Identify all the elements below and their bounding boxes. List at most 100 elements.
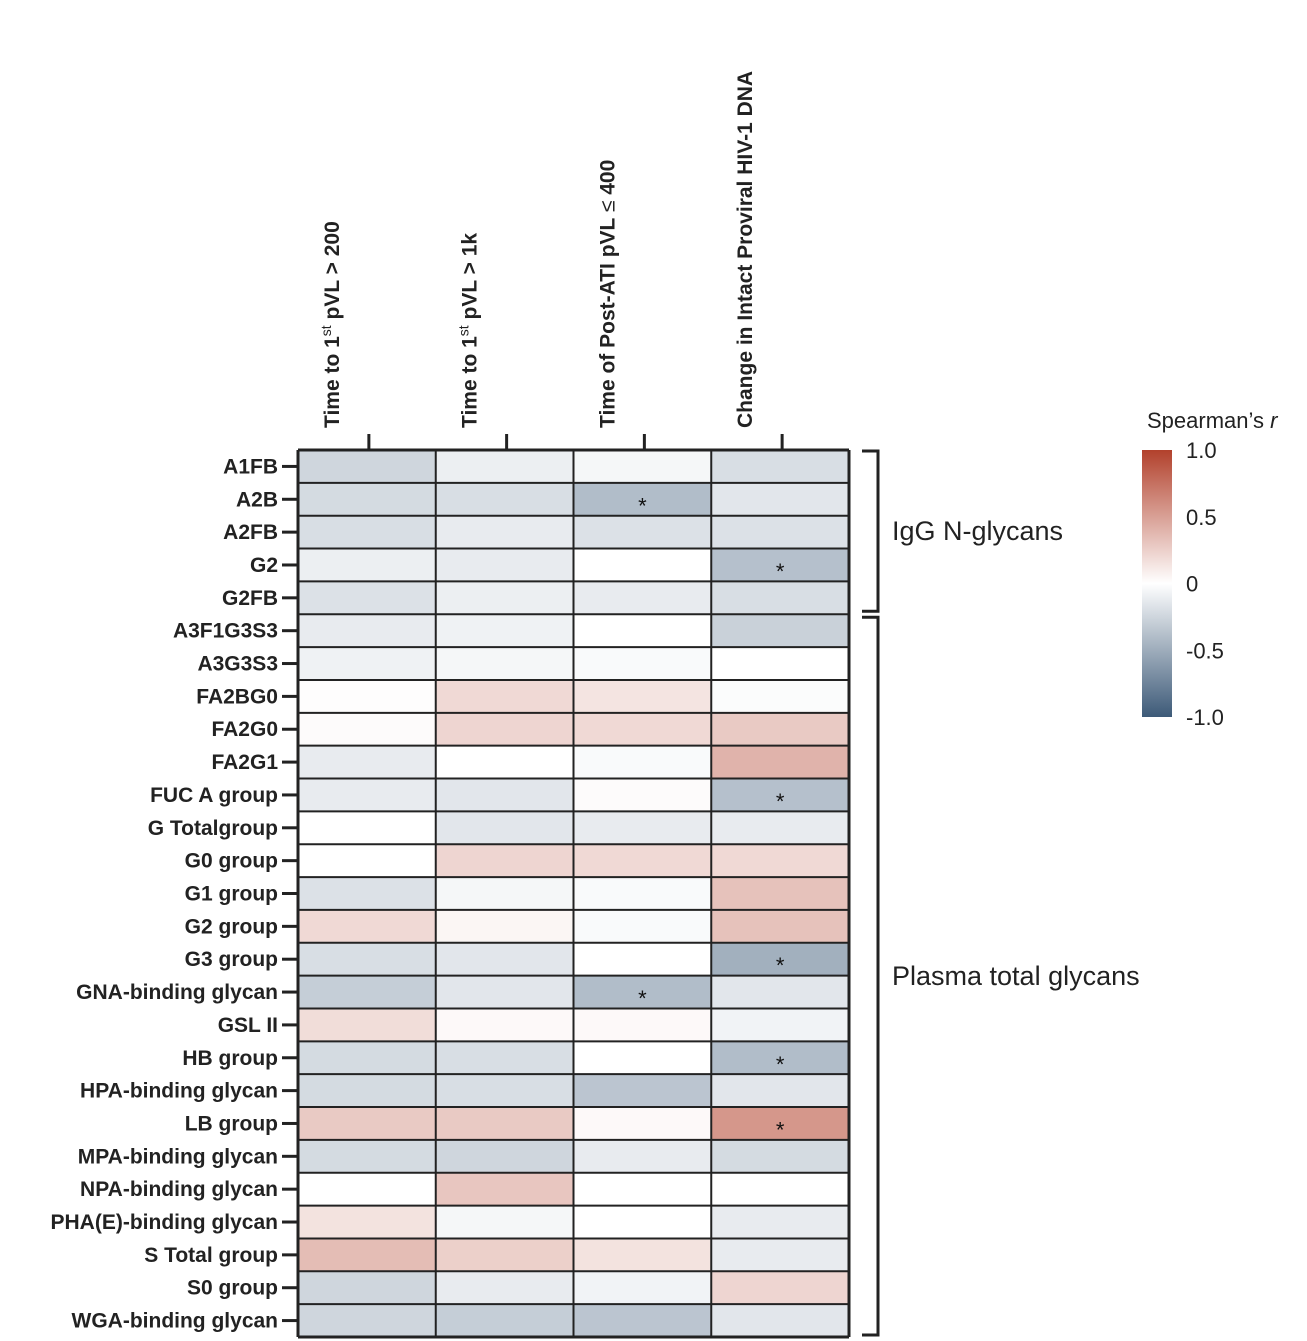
row-label: GSL II (218, 1014, 278, 1037)
heatmap-cell (298, 1139, 436, 1173)
color-legend: Spearman’s r 1.0 0.5 0 -0.5 -1.0 (1142, 408, 1279, 730)
row-label: WGA-binding glycan (72, 1310, 278, 1333)
significance-star: * (776, 789, 785, 814)
heatmap-cell (573, 844, 712, 878)
heatmap-cell (711, 515, 849, 549)
heatmap-cell (573, 548, 712, 582)
row-label: LB group (185, 1112, 278, 1135)
heatmap-cell (573, 581, 712, 615)
heatmap-cell (711, 712, 849, 746)
heatmap-cell (298, 515, 436, 549)
heatmap-cell (298, 1041, 436, 1075)
heatmap-cell (573, 1107, 712, 1140)
row-label: G Totalgroup (148, 817, 278, 840)
significance-star: * (776, 1117, 785, 1142)
row-label: FUC A group (150, 784, 278, 807)
heatmap-cell (711, 482, 849, 516)
legend-tick-label: -1.0 (1186, 705, 1224, 730)
row-label: PHA(E)-binding glycan (51, 1211, 279, 1234)
heatmap-cell (435, 844, 574, 878)
heatmap-cell (298, 712, 436, 746)
heatmap-cell (573, 712, 712, 746)
heatmap-cell (711, 1205, 849, 1239)
heatmap-cell (298, 1074, 436, 1108)
heatmap-cell (435, 450, 574, 483)
heatmap-cell (711, 1041, 849, 1075)
row-label: G2 (250, 554, 278, 577)
row-label: G2FB (222, 587, 278, 610)
heatmap-cell (298, 909, 436, 943)
heatmap-cell (435, 482, 574, 516)
row-label: HPA-binding glycan (80, 1080, 278, 1103)
heatmap-cell (435, 679, 574, 713)
legend-tick-label: 1.0 (1186, 438, 1217, 463)
heatmap-cell (435, 1074, 574, 1108)
significance-star: * (638, 986, 647, 1011)
heatmap-cell (711, 745, 849, 779)
row-labels: A1FB A2B A2FB G2 G2FB A3F1G3S3 A3G3S3 FA2BG0 FA2… (51, 455, 298, 1333)
heatmap-cell (435, 548, 574, 582)
heatmap-cell (435, 614, 574, 648)
heatmap-cell (435, 1205, 574, 1239)
heatmap-cell (298, 548, 436, 582)
heatmap-cell (298, 1172, 436, 1206)
row-label: FA2G0 (211, 718, 278, 741)
heatmap-cell (573, 942, 712, 976)
heatmap-cell (711, 811, 849, 845)
column-label: Time to 1st pVL > 200 (318, 221, 344, 428)
significance-markers: * * * * * * * (638, 493, 785, 1142)
heatmap-cell (711, 581, 849, 615)
heatmap-cell (435, 778, 574, 812)
heatmap-cell (298, 1304, 436, 1337)
row-label: A1FB (223, 455, 278, 478)
heatmap-cell (711, 1172, 849, 1206)
group-label: Plasma total glycans (892, 961, 1140, 991)
heatmap-cell (298, 1107, 436, 1140)
heatmap-cell (435, 909, 574, 943)
group-brackets: IgG N-glycans Plasma total glycans (862, 449, 1140, 1337)
row-label: S0 group (187, 1277, 278, 1300)
heatmap-cell (298, 647, 436, 680)
heatmap-cell (711, 450, 849, 483)
group-bracket (862, 615, 880, 1337)
row-label: FA2BG0 (196, 685, 278, 708)
heatmap-cell (573, 1041, 712, 1075)
significance-star: * (776, 559, 785, 584)
heatmap-cell (435, 581, 574, 615)
heatmap-cell (711, 1139, 849, 1173)
legend-title: Spearman’s r (1147, 408, 1279, 433)
row-label: A3F1G3S3 (173, 620, 278, 643)
heatmap-cell (711, 909, 849, 943)
heatmap-cell (298, 581, 436, 615)
heatmap-cell (711, 1304, 849, 1337)
heatmap-cells (298, 450, 849, 1337)
heatmap-cell (711, 679, 849, 713)
heatmap-cell (298, 877, 436, 910)
heatmap-cell (711, 844, 849, 878)
legend-tick-label: -0.5 (1186, 638, 1224, 663)
heatmap-cell (573, 647, 712, 680)
heatmap-cell (711, 1238, 849, 1272)
legend-tick-label: 0 (1186, 572, 1198, 597)
row-label: G0 group (185, 850, 278, 873)
heatmap-cell (573, 1238, 712, 1272)
heatmap-cell (573, 975, 712, 1009)
column-label: Time to 1st pVL > 1k (456, 233, 482, 428)
heatmap-cell (298, 1238, 436, 1272)
heatmap-cell (435, 1139, 574, 1173)
heatmap-cell (573, 1139, 712, 1173)
heatmap-cell (711, 975, 849, 1009)
row-label: A2FB (223, 521, 278, 544)
row-label: MPA-binding glycan (78, 1145, 278, 1168)
heatmap-cell (711, 1074, 849, 1108)
heatmap-cell (573, 778, 712, 812)
heatmap-cell (711, 1271, 849, 1305)
heatmap-cell (573, 1304, 712, 1337)
significance-star: * (776, 953, 785, 978)
heatmap-cell (573, 450, 712, 483)
heatmap-cell (573, 1008, 712, 1042)
heatmap-cell (298, 778, 436, 812)
row-label: G1 group (185, 883, 278, 906)
significance-star: * (776, 1052, 785, 1077)
